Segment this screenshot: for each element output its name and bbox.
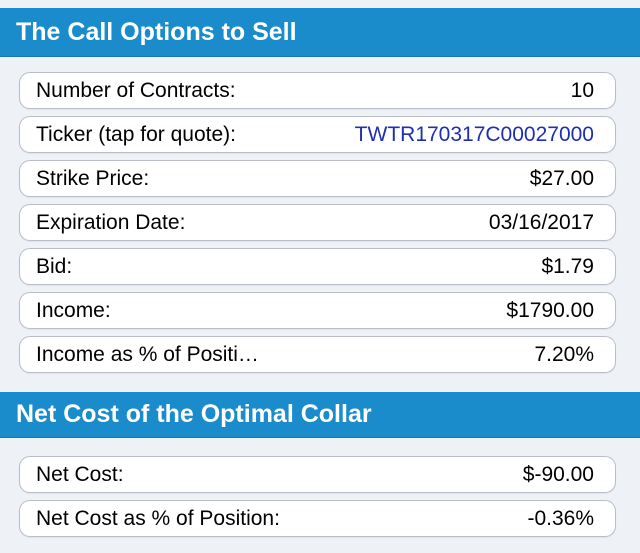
number-of-contracts-label: Number of Contracts: [36, 78, 236, 102]
net-cost-section-header: Net Cost of the Optimal Collar [0, 392, 640, 438]
net-cost-row: Net Cost: $-90.00 [19, 456, 616, 493]
bid-value: $1.79 [541, 254, 594, 278]
call-options-section-header: The Call Options to Sell [0, 8, 640, 57]
income-percent-row: Income as % of Positi… 7.20% [19, 336, 616, 373]
ticker-label: Ticker (tap for quote): [36, 122, 236, 146]
strike-price-value: $27.00 [529, 166, 594, 190]
net-cost-label: Net Cost: [36, 462, 124, 486]
bid-label: Bid: [36, 254, 73, 278]
expiration-date-label: Expiration Date: [36, 210, 186, 234]
net-cost-percent-value: -0.36% [527, 506, 594, 530]
call-options-section-title: The Call Options to Sell [16, 17, 297, 46]
number-of-contracts-value: 10 [570, 78, 594, 102]
strike-price-row: Strike Price: $27.00 [19, 160, 616, 197]
ticker-row[interactable]: Ticker (tap for quote): TWTR170317C00027… [19, 116, 616, 153]
income-row: Income: $1790.00 [19, 292, 616, 329]
bid-row: Bid: $1.79 [19, 248, 616, 285]
income-value: $1790.00 [506, 298, 594, 322]
income-percent-label: Income as % of Positi… [36, 342, 259, 366]
income-percent-value: 7.20% [534, 342, 594, 366]
strike-price-label: Strike Price: [36, 166, 150, 190]
net-cost-value: $-90.00 [522, 462, 594, 486]
expiration-date-value: 03/16/2017 [488, 210, 594, 234]
number-of-contracts-row: Number of Contracts: 10 [19, 72, 616, 109]
expiration-date-row: Expiration Date: 03/16/2017 [19, 204, 616, 241]
net-cost-section-title: Net Cost of the Optimal Collar [16, 400, 372, 428]
income-label: Income: [36, 298, 111, 322]
net-cost-percent-row: Net Cost as % of Position: -0.36% [19, 500, 616, 537]
ticker-quote-link[interactable]: TWTR170317C00027000 [354, 122, 594, 146]
net-cost-percent-label: Net Cost as % of Position: [36, 506, 280, 530]
